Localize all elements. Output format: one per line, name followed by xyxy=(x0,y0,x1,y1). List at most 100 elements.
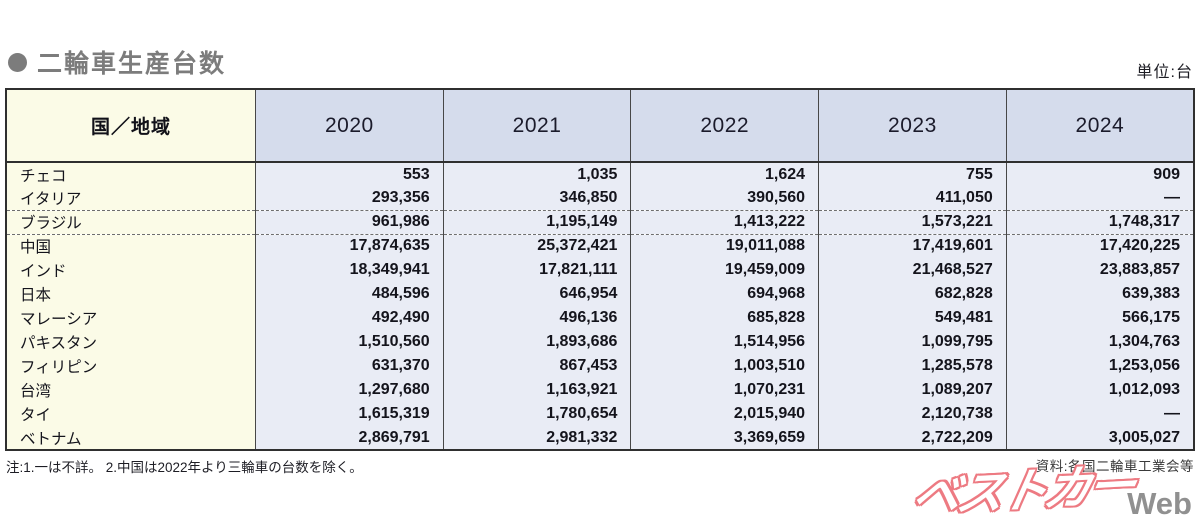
value-cell: 694,968 xyxy=(630,282,820,306)
value-cell: 3,005,027 xyxy=(1005,426,1195,450)
value-cell: 17,874,635 xyxy=(255,234,444,258)
table-row: インド 18,349,941 17,821,111 19,459,009 21,468,… xyxy=(5,258,1195,282)
value-cell: 631,370 xyxy=(255,354,444,378)
col-header-year-2023: 2023 xyxy=(818,89,1007,163)
value-cell: 1,253,056 xyxy=(1005,354,1195,378)
table-row: パキスタン 1,510,560 1,893,686 1,514,956 1,099,79… xyxy=(5,330,1195,354)
value-cell: 1,099,795 xyxy=(818,330,1007,354)
table-row: ベトナム 2,869,791 2,981,332 3,369,659 2,722,209… xyxy=(5,426,1195,450)
value-cell: 1,195,149 xyxy=(442,210,632,235)
value-cell: 2,981,332 xyxy=(442,426,632,450)
web-logo-text: Web xyxy=(1127,486,1192,521)
table-row: ブラジル 961,986 1,195,149 1,413,222 1,573,221 1,… xyxy=(5,210,1195,235)
country-cell: タイ xyxy=(5,402,256,426)
value-cell: — xyxy=(1005,186,1195,211)
table-row: チェコ 553 1,035 1,624 755 909 xyxy=(5,162,1195,186)
country-cell: パキスタン xyxy=(5,330,256,354)
value-cell: 23,883,857 xyxy=(1005,258,1195,282)
value-cell: 18,349,941 xyxy=(255,258,444,282)
value-cell: 293,356 xyxy=(255,186,444,211)
table-header-row: 国／地域 2020 2021 2022 2023 2024 xyxy=(5,89,1195,163)
table-row: 台湾 1,297,680 1,163,921 1,070,231 1,089,207 1,… xyxy=(5,378,1195,402)
col-header-year-2021: 2021 xyxy=(442,89,632,163)
value-cell: 1,573,221 xyxy=(818,210,1007,235)
unit-label: 単位:台 xyxy=(1136,64,1193,81)
value-cell: 2,722,209 xyxy=(818,426,1007,450)
value-cell: 1,514,956 xyxy=(630,330,820,354)
table-row: タイ 1,615,319 1,780,654 2,015,940 2,120,738— xyxy=(5,402,1195,426)
country-cell: フィリピン xyxy=(5,354,256,378)
footnote: 注:1.一は不詳。 2.中国は2022年より三輪車の台数を除く。 xyxy=(6,460,363,475)
value-cell: 1,035 xyxy=(442,162,632,186)
country-cell: チェコ xyxy=(5,162,256,186)
value-cell: 1,297,680 xyxy=(255,378,444,402)
country-cell: 中国 xyxy=(5,234,256,258)
value-cell: 484,596 xyxy=(255,282,444,306)
value-cell: 1,304,763 xyxy=(1005,330,1195,354)
value-cell: 1,510,560 xyxy=(255,330,444,354)
col-header-region: 国／地域 xyxy=(5,89,256,163)
value-cell: 496,136 xyxy=(442,306,632,330)
value-cell: 1,163,921 xyxy=(442,378,632,402)
col-header-year-2024: 2024 xyxy=(1005,89,1195,163)
country-cell: 日本 xyxy=(5,282,256,306)
country-cell: ブラジル xyxy=(5,210,256,235)
value-cell: 17,420,225 xyxy=(1005,234,1195,258)
table-row: イタリア 293,356 346,850 390,560 411,050— xyxy=(5,186,1195,211)
value-cell: 961,986 xyxy=(255,210,444,235)
value-cell: 682,828 xyxy=(818,282,1007,306)
value-cell: 867,453 xyxy=(442,354,632,378)
table-row: フィリピン 631,370 867,453 1,003,510 1,285,578 1,2… xyxy=(5,354,1195,378)
value-cell: 1,624 xyxy=(630,162,820,186)
country-cell: イタリア xyxy=(5,186,256,211)
value-cell: 1,003,510 xyxy=(630,354,820,378)
col-header-year-2020: 2020 xyxy=(255,89,444,163)
col-header-year-2022: 2022 xyxy=(630,89,820,163)
value-cell: 19,011,088 xyxy=(630,234,820,258)
value-cell: 2,120,738 xyxy=(818,402,1007,426)
page-title: 二輪車生産台数 xyxy=(8,44,226,80)
country-cell: 台湾 xyxy=(5,378,256,402)
value-cell: 1,748,317 xyxy=(1005,210,1195,235)
country-cell: マレーシア xyxy=(5,306,256,330)
value-cell: 646,954 xyxy=(442,282,632,306)
value-cell: 346,850 xyxy=(442,186,632,211)
value-cell: 3,369,659 xyxy=(630,426,820,450)
value-cell: 2,015,940 xyxy=(630,402,820,426)
value-cell: 19,459,009 xyxy=(630,258,820,282)
value-cell: 411,050 xyxy=(818,186,1007,211)
value-cell: 390,560 xyxy=(630,186,820,211)
value-cell: 1,285,578 xyxy=(818,354,1007,378)
production-table: 国／地域 2020 2021 2022 2023 2024 チェコ 553 1,035 1,62… xyxy=(5,88,1195,451)
value-cell: 25,372,421 xyxy=(442,234,632,258)
value-cell: 755 xyxy=(818,162,1007,186)
value-cell: 1,893,686 xyxy=(442,330,632,354)
table-row: 日本 484,596 646,954 694,968 682,828 639,383 xyxy=(5,282,1195,306)
source-label: 資料:各国二輪車工業会等 xyxy=(1035,459,1194,474)
bullet-icon xyxy=(8,52,27,72)
value-cell: — xyxy=(1005,402,1195,426)
value-cell: 17,419,601 xyxy=(818,234,1007,258)
country-cell: インド xyxy=(5,258,256,282)
value-cell: 2,869,791 xyxy=(255,426,444,450)
value-cell: 21,468,527 xyxy=(818,258,1007,282)
value-cell: 1,615,319 xyxy=(255,402,444,426)
value-cell: 553 xyxy=(255,162,444,186)
value-cell: 17,821,111 xyxy=(442,258,632,282)
value-cell: 1,012,093 xyxy=(1005,378,1195,402)
value-cell: 1,413,222 xyxy=(630,210,820,235)
page-title-label: 二輪車生産台数 xyxy=(37,50,227,78)
value-cell: 685,828 xyxy=(630,306,820,330)
value-cell: 1,780,654 xyxy=(442,402,632,426)
value-cell: 566,175 xyxy=(1005,306,1195,330)
country-cell: ベトナム xyxy=(5,426,256,450)
value-cell: 639,383 xyxy=(1005,282,1195,306)
value-cell: 909 xyxy=(1005,162,1195,186)
value-cell: 492,490 xyxy=(255,306,444,330)
table-row: 中国 17,874,635 25,372,421 19,011,088 17,419,6… xyxy=(5,234,1195,258)
value-cell: 549,481 xyxy=(818,306,1007,330)
value-cell: 1,089,207 xyxy=(818,378,1007,402)
table-row: マレーシア 492,490 496,136 685,828 549,481 566,175 xyxy=(5,306,1195,330)
value-cell: 1,070,231 xyxy=(630,378,820,402)
